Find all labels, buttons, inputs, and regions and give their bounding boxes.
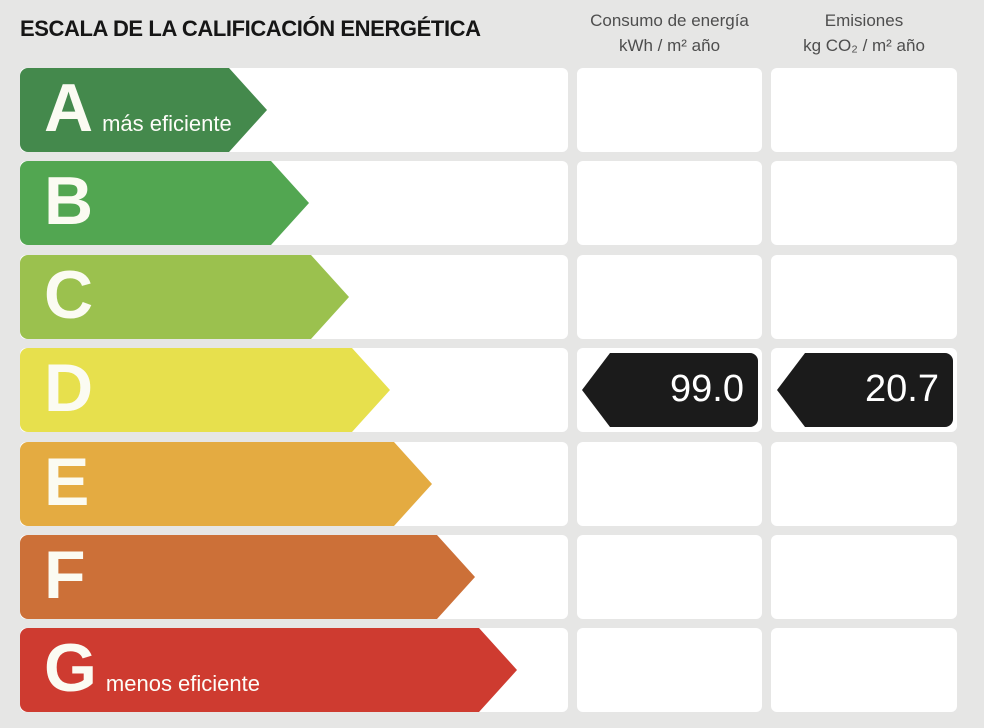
band-arrow-body: D: [20, 348, 352, 433]
band-arrow: B: [20, 161, 309, 246]
consumo-cell: [577, 161, 762, 246]
band-label: más eficiente: [102, 111, 232, 136]
column-header-emisiones-line2: kg CO₂ / m² año: [803, 36, 925, 55]
band-arrow-tip: [271, 161, 309, 246]
consumo-cell: 99.0: [577, 348, 762, 433]
badge-arrow-left-icon: [777, 353, 805, 428]
band-letter: A: [44, 70, 94, 146]
emisiones-cell: 20.7: [771, 348, 957, 433]
column-header-emisiones-line1: Emisiones: [824, 11, 904, 30]
band-arrow-tip: [437, 534, 475, 619]
column-header-consumo-line2: kWh / m² año: [618, 36, 721, 55]
band-letter: E: [44, 443, 90, 520]
badge-consumo: 99.0: [582, 353, 758, 428]
column-header-consumo: Consumo de energía kWh / m² año: [577, 8, 762, 58]
badge-arrow-left-icon: [582, 353, 610, 428]
band-arrow: E: [20, 441, 432, 526]
emisiones-cell: [771, 534, 957, 619]
consumo-cell: [577, 68, 762, 152]
emisiones-cell: [771, 254, 957, 339]
band-letter: F: [44, 536, 86, 613]
band-arrow-tip: [352, 348, 390, 433]
rating-row-d: D 99.0 20.7: [0, 348, 984, 433]
rating-row-e: E: [0, 441, 984, 526]
band-arrow: F: [20, 534, 475, 619]
emisiones-cell: [771, 628, 957, 713]
emisiones-cell: [771, 68, 957, 152]
band-label: menos eficiente: [105, 671, 260, 697]
consumo-cell: [577, 534, 762, 619]
band-arrow-tip: [311, 254, 349, 339]
badge-value-consumo: 99.0: [610, 353, 758, 428]
scale-cell: F: [20, 534, 568, 619]
rating-row-b: B: [0, 161, 984, 246]
emisiones-cell: [771, 441, 957, 526]
consumo-cell: [577, 254, 762, 339]
badge-value-emisiones: 20.7: [805, 353, 953, 428]
scale-cell: E: [20, 441, 568, 526]
band-arrow-tip: [229, 68, 267, 152]
band-letter: D: [44, 350, 94, 427]
band-letter: G: [44, 630, 97, 707]
band-arrow-body: F: [20, 534, 437, 619]
emisiones-cell: [771, 161, 957, 246]
band-arrow: D: [20, 348, 390, 433]
scale-cell: C: [20, 254, 568, 339]
rating-row-c: C: [0, 254, 984, 339]
scale-cell: B: [20, 161, 568, 246]
page-title: ESCALA DE LA CALIFICACIÓN ENERGÉTICA: [20, 16, 481, 41]
column-header-consumo-line1: Consumo de energía: [590, 11, 749, 30]
column-header-emisiones: Emisiones kg CO₂ / m² año: [771, 8, 957, 58]
badge-emisiones: 20.7: [777, 353, 953, 428]
band-arrow-tip: [394, 441, 432, 526]
band-letter: C: [44, 256, 94, 333]
band-arrow-body: C: [20, 254, 311, 339]
band-arrow-body: B: [20, 161, 271, 246]
band-arrow-tip: [479, 628, 517, 713]
consumo-cell: [577, 441, 762, 526]
consumo-cell: [577, 628, 762, 713]
band-arrow-body: E: [20, 441, 394, 526]
scale-cell: D: [20, 348, 568, 433]
band-letter: B: [44, 163, 94, 240]
band-arrow: C: [20, 254, 349, 339]
rating-row-f: F: [0, 534, 984, 619]
